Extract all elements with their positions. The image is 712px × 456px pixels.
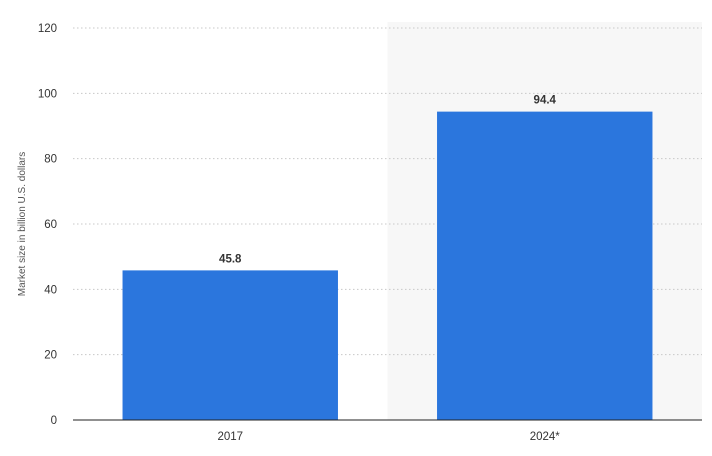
data-labels: 45.8 94.4 (219, 95, 556, 266)
x-tick-label: 2024* (530, 431, 561, 443)
bar-2017[interactable] (122, 270, 338, 420)
data-label: 45.8 (219, 253, 242, 265)
y-tick-label: 20 (44, 350, 57, 362)
y-tick-label: 100 (38, 88, 57, 100)
x-tick-label: 2017 (217, 431, 243, 443)
x-axis-tick-labels: 2017 2024* (217, 431, 560, 443)
data-label: 94.4 (534, 95, 557, 107)
y-tick-label: 0 (51, 415, 57, 427)
bars (122, 111, 653, 421)
y-tick-label: 60 (44, 219, 57, 231)
y-tick-label: 40 (44, 284, 57, 296)
y-axis-title: Market size in billion U.S. dollars (17, 152, 28, 297)
y-axis-tick-labels: 0 20 40 60 80 100 120 (38, 23, 57, 427)
y-tick-label: 120 (38, 23, 57, 35)
bar-2024[interactable] (437, 111, 653, 421)
y-tick-label: 80 (44, 154, 57, 166)
